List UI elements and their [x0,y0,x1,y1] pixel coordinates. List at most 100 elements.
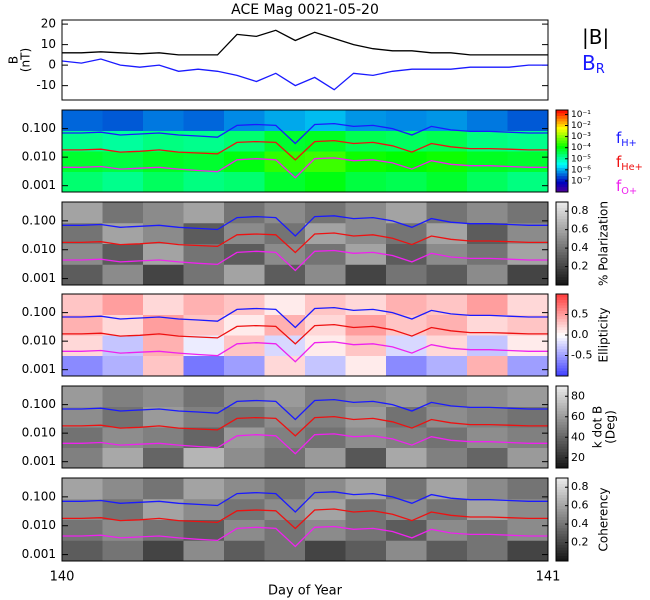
heatmap-cell [183,335,225,356]
heatmap-cell [143,427,184,448]
heatmap-cell [305,478,346,500]
colorbar-swatch [556,494,568,498]
line [61,58,548,91]
y-tick-label: -10 [36,78,56,92]
heatmap-cell [507,355,549,377]
heatmap-cell [507,171,549,193]
heatmap-cell [386,447,427,469]
colorbar-swatch [556,137,568,141]
colorbar-swatch [556,373,568,377]
heatmap-cell [467,110,508,131]
y-tick-label: 0.100 [22,213,56,227]
heatmap-cell [264,427,306,448]
heatmap-cell [426,335,468,356]
colorbar-swatch [556,478,568,482]
heatmap-cell [264,264,306,286]
gyrofrequency-line [62,398,548,421]
colorbar-swatch [556,257,568,261]
plot-frame [61,19,549,101]
legend-subscript: He+ [621,162,643,173]
heatmap-cell [507,386,549,407]
heatmap-cell [183,478,225,500]
heatmap-cell [62,294,103,315]
y-tick-label: 0.010 [22,150,56,164]
colorbar-swatch [556,181,568,185]
heatmap-cell [426,498,468,520]
colorbar-swatch [556,110,568,114]
heatmap-cell [62,386,103,407]
colorbar-swatch [556,215,568,220]
legend-subscript: H+ [621,138,637,149]
heatmap-cell [507,447,549,469]
heatmap-cell [467,406,508,428]
heatmap-cell [467,202,508,224]
colorbar-label: % Polarization [597,201,611,286]
heatmap-cell [143,151,184,172]
heatmap-cell [467,151,508,172]
colorbar-swatch [556,429,568,433]
colorbar-swatch [556,530,568,534]
heatmap-cell [507,202,549,224]
heatmap-cell [224,264,265,286]
heatmap-cell [345,202,387,224]
heatmap-cell [305,151,346,172]
heatmap-cell [345,386,387,407]
colorbar-swatch [556,525,568,529]
heatmap-cell [264,447,306,469]
colorbar-swatch [556,511,568,515]
heatmap-cell [183,243,225,265]
heatmap-cell [426,427,468,448]
colorbar-swatch [556,432,568,436]
heatmap-cell [62,498,103,520]
heatmap-cell [143,406,184,428]
heatmap-cell [264,202,306,224]
x-tick-label: 140 [50,570,75,585]
heatmap-cell [183,386,225,407]
heatmap-cell [62,202,103,224]
heatmap-cell [224,314,265,336]
heatmap-cell [345,427,387,448]
heatmap-cell [467,171,508,193]
colorbar-swatch [556,544,568,548]
colorbar-swatch [556,446,568,450]
heatmap-cell [102,294,144,315]
heatmap-cell [426,386,468,407]
heatmap-cell [264,110,306,131]
colorbar-swatch [556,134,568,138]
colorbar-swatch [556,522,568,526]
heatmap-cell [102,427,144,448]
heatmap-cell [62,130,103,152]
y-tick-label: 0.001 [22,271,56,285]
heatmap-cell [183,355,225,377]
colorbar-swatch [556,299,568,303]
colorbar-swatch [556,497,568,501]
colorbar-swatch [556,337,568,341]
colorbar-tick-label: 10⁻⁶ [571,165,591,175]
heatmap-cell [467,130,508,152]
colorbar-swatch [556,204,568,209]
y-axis-label: (nT) [19,48,33,72]
colorbar-swatch [556,235,568,239]
colorbar-swatch [556,249,568,253]
colorbar-swatch [556,402,568,406]
colorbar-swatch [556,483,568,487]
heatmap-cell [426,222,468,244]
heatmap-cell [305,171,346,193]
colorbar-swatch [556,129,568,133]
heatmap-cell [102,171,144,193]
heatmap-cell [426,243,468,265]
heatmap-cell [426,130,468,152]
colorbar-swatch [556,243,568,247]
heatmap-cell [507,498,549,520]
heatmap-cell [264,386,306,407]
colorbar-swatch [556,318,568,322]
heatmap-cell [345,110,387,131]
gyrofrequency-line [62,139,548,161]
heatmap-cell [224,130,265,152]
heatmap-cell [224,406,265,428]
colorbar-swatch [556,359,568,363]
y-tick-label: 0.100 [22,397,56,411]
colorbar-swatch [556,221,568,225]
colorbar-swatch [556,142,568,147]
colorbar-swatch [556,254,568,258]
